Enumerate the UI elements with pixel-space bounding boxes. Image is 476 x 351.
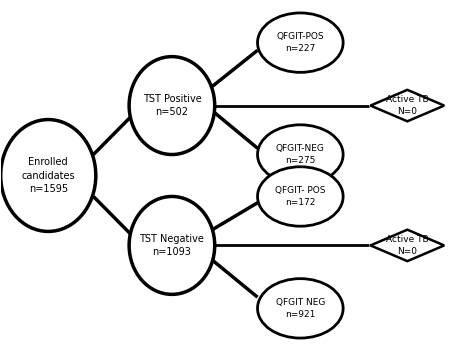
Ellipse shape [129, 197, 214, 294]
Text: QFGIT NEG
n=921: QFGIT NEG n=921 [275, 298, 324, 319]
Text: QFGIT- POS
n=172: QFGIT- POS n=172 [275, 186, 325, 207]
Ellipse shape [257, 167, 342, 226]
Text: QFGIT-NEG
n=275: QFGIT-NEG n=275 [275, 144, 324, 165]
Text: TST Negative
n=1093: TST Negative n=1093 [139, 234, 204, 257]
Polygon shape [370, 230, 443, 261]
Ellipse shape [257, 125, 342, 184]
Polygon shape [370, 90, 443, 121]
Text: Active TB
N=0: Active TB N=0 [385, 95, 428, 116]
Text: Enrolled
candidates
n=1595: Enrolled candidates n=1595 [21, 157, 75, 194]
Text: TST Positive
n=502: TST Positive n=502 [142, 94, 201, 117]
Text: Active TB
N=0: Active TB N=0 [385, 235, 428, 256]
Ellipse shape [257, 279, 342, 338]
Ellipse shape [0, 120, 96, 231]
Ellipse shape [257, 13, 342, 72]
Ellipse shape [129, 57, 214, 154]
Text: QFGIT-POS
n=227: QFGIT-POS n=227 [276, 32, 324, 53]
